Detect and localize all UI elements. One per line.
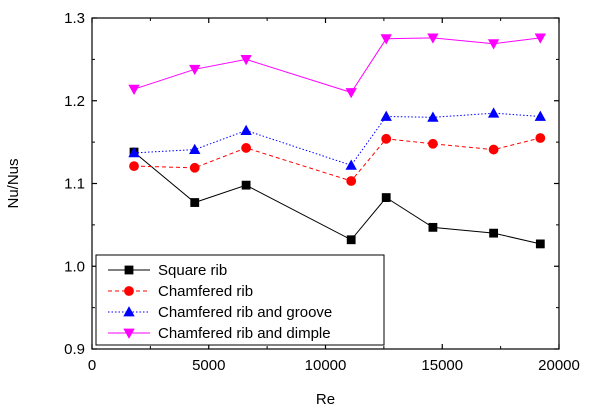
- data-point: [380, 34, 392, 45]
- data-point: [534, 33, 546, 44]
- data-point: [346, 235, 356, 245]
- y-tick-label: 1.1: [64, 176, 85, 193]
- data-point: [428, 222, 438, 232]
- data-point: [345, 159, 357, 170]
- data-point: [381, 193, 391, 202]
- data-point: [346, 176, 357, 186]
- legend-item: Chamfered rib: [108, 283, 253, 300]
- data-point: [128, 147, 140, 158]
- data-point: [427, 111, 439, 122]
- data-point: [345, 88, 357, 99]
- legend-label: Square rib: [158, 262, 227, 279]
- legend-marker: [124, 265, 134, 275]
- series-line: [133, 37, 541, 94]
- data-point: [190, 198, 200, 207]
- data-point: [488, 144, 499, 155]
- data-point: [428, 138, 438, 149]
- data-point: [189, 143, 201, 154]
- legend-label: Chamfered rib and dimple: [158, 325, 331, 342]
- y-tick-label: 1.3: [64, 10, 85, 27]
- series-line: [133, 151, 541, 245]
- y-axis-ticks: 0.9 1.0 1.1 1.2 1.3: [64, 10, 559, 358]
- x-tick-label: 20000: [538, 357, 580, 374]
- y-tick-label: 1.2: [64, 93, 85, 110]
- series-line: [133, 112, 541, 166]
- data-point: [535, 133, 546, 143]
- data-point: [241, 180, 251, 190]
- data-point: [535, 239, 545, 249]
- data-point: [427, 33, 439, 44]
- y-axis-title: Nu/Nus: [5, 158, 22, 208]
- data-point: [129, 161, 139, 172]
- y-tick-label: 0.9: [64, 341, 85, 358]
- y-tick-label: 1.0: [64, 258, 85, 275]
- series-line: [133, 137, 541, 182]
- x-tick-label: 15000: [421, 357, 463, 374]
- legend-marker: [123, 306, 135, 317]
- series-3: [128, 107, 546, 170]
- legend: Square rib Chamfered rib Chamfered rib and…: [95, 254, 385, 346]
- legend-label: Chamfered rib: [158, 283, 253, 300]
- data-point: [534, 110, 546, 121]
- data-point: [241, 143, 252, 153]
- data-point: [189, 162, 200, 173]
- data-point: [489, 228, 499, 238]
- x-tick-label: 5000: [192, 357, 225, 374]
- series-2: [129, 133, 546, 186]
- legend-label: Chamfered rib and groove: [158, 304, 332, 321]
- x-tick-label: 10000: [305, 357, 347, 374]
- x-axis-ticks: 0 5000 10000 15000 20000: [88, 18, 580, 374]
- x-tick-label: 0: [88, 357, 96, 374]
- legend-item: Chamfered rib and dimple: [108, 325, 331, 342]
- x-axis-title: Re: [316, 391, 335, 408]
- data-point: [487, 39, 500, 50]
- data-point: [189, 64, 201, 76]
- data-point: [380, 110, 392, 121]
- data-point: [487, 107, 500, 118]
- data-point: [128, 84, 140, 95]
- legend-marker: [124, 286, 134, 296]
- legend-item: Square rib: [108, 262, 227, 279]
- legend-item: Chamfered rib and groove: [108, 304, 332, 321]
- legend-marker: [123, 328, 135, 339]
- data-point: [381, 133, 392, 144]
- data-point: [240, 54, 252, 66]
- data-point: [240, 124, 252, 135]
- series-group: [128, 33, 546, 249]
- series-4: [128, 33, 546, 99]
- legend-items: Square rib Chamfered rib Chamfered rib and…: [108, 262, 332, 342]
